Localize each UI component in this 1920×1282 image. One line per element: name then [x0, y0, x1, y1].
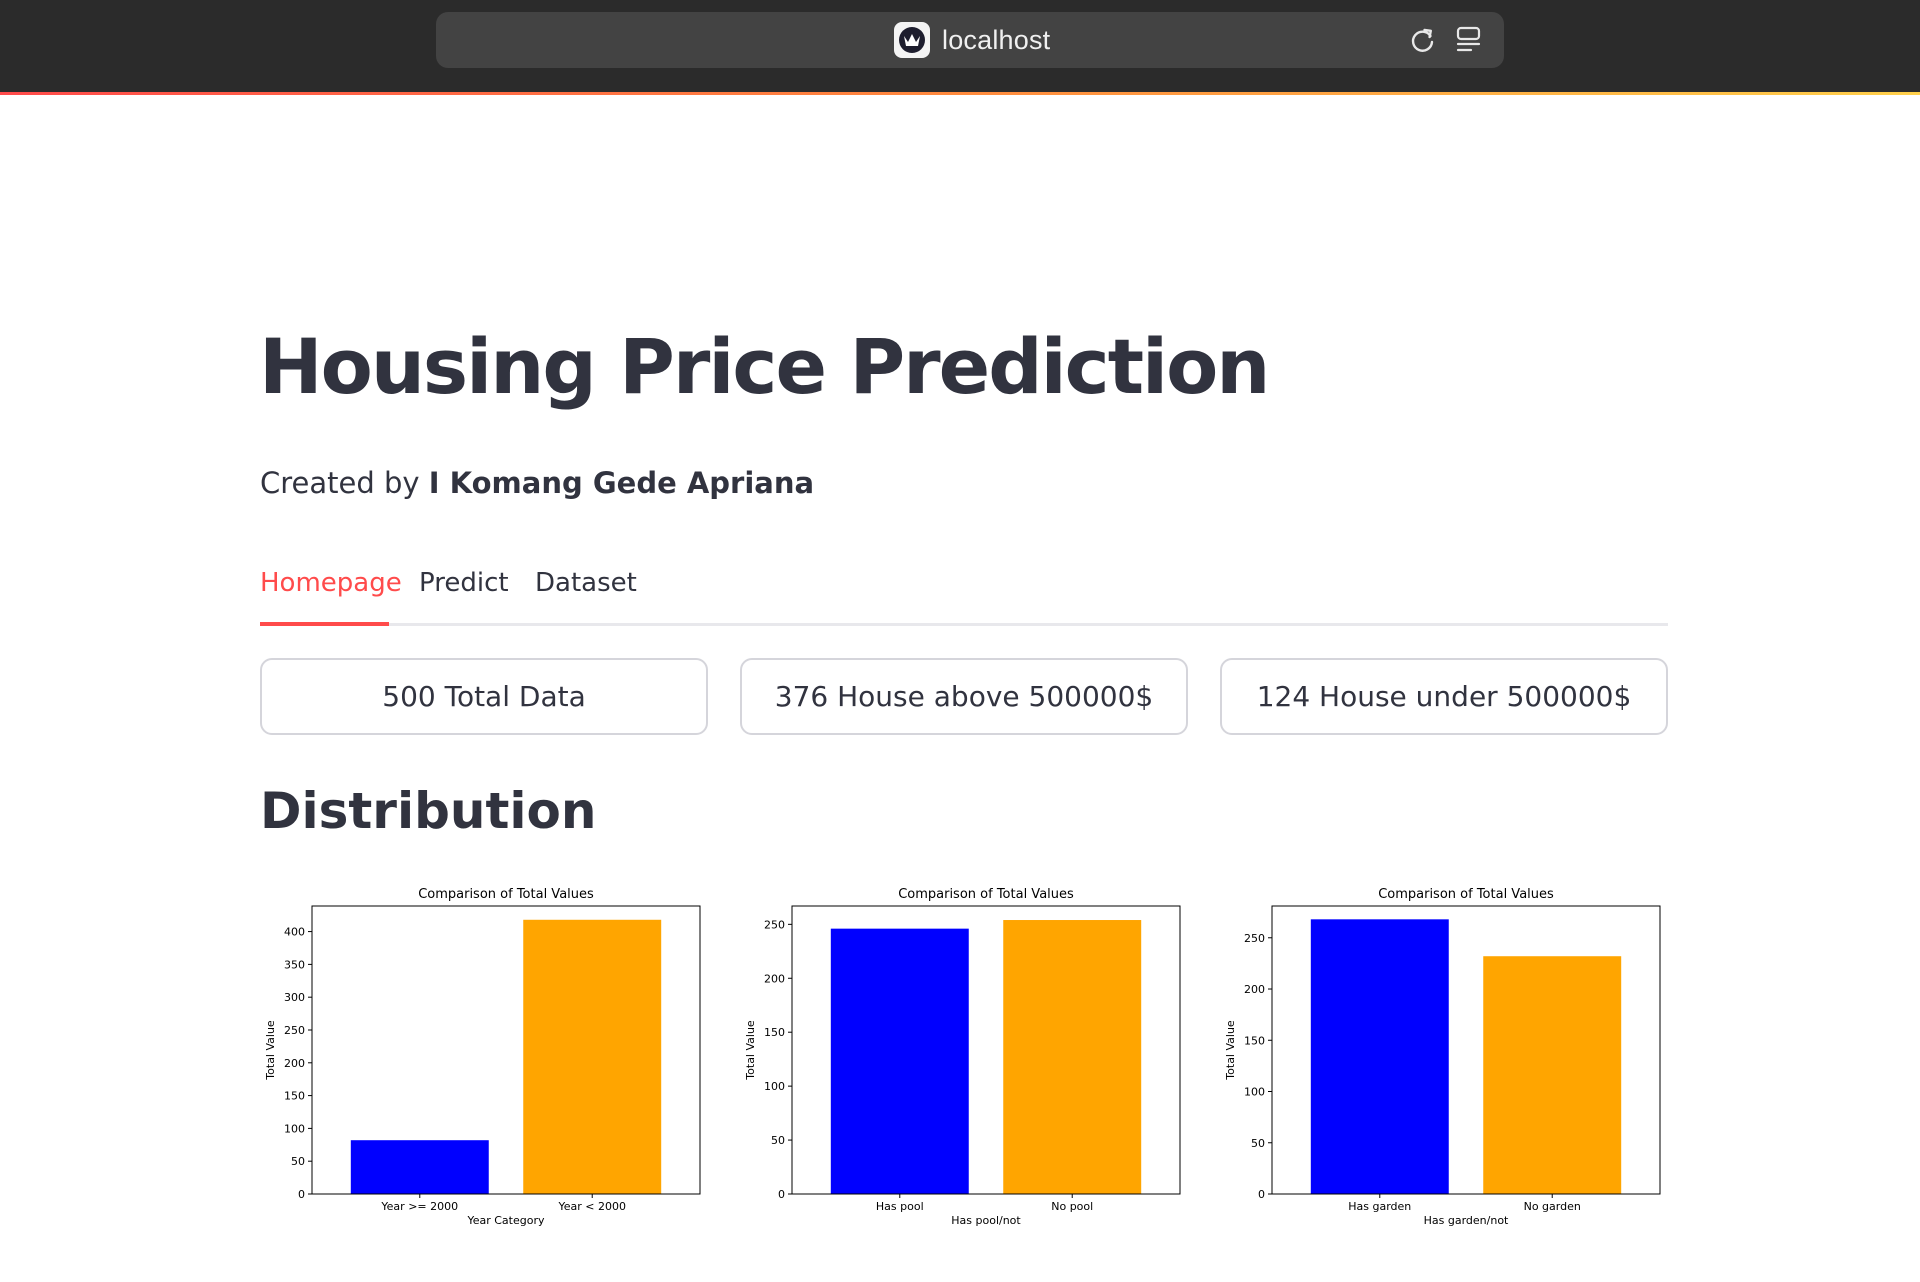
- browser-toolbar: localhost: [0, 0, 1920, 95]
- metric-under-500k: 124 House under 500000$: [1220, 658, 1668, 735]
- y-tick-label: 0: [1258, 1188, 1265, 1201]
- chart-title: Comparison of Total Values: [898, 887, 1074, 902]
- y-tick-label: 250: [1244, 932, 1265, 945]
- author-credit-prefix: Created by: [260, 466, 429, 500]
- streamlit-crown-icon: [894, 22, 930, 58]
- tab-homepage[interactable]: Homepage: [260, 568, 402, 598]
- y-tick-label: 200: [764, 972, 785, 985]
- chart-title: Comparison of Total Values: [1378, 887, 1554, 902]
- x-tick-label: No pool: [1051, 1200, 1093, 1213]
- reader-mode-icon[interactable]: [1454, 25, 1484, 59]
- author-name: I Komang Gede Apriana: [428, 466, 815, 500]
- y-tick-label: 200: [1244, 983, 1265, 996]
- metric-total-data: 500 Total Data: [260, 658, 708, 735]
- y-tick-label: 100: [1244, 1086, 1265, 1099]
- bar-0: [1310, 919, 1449, 1194]
- chart-pool: Comparison of Total Values Has pool No poo…: [744, 887, 1181, 1227]
- chart-title: Comparison of Total Values: [418, 887, 594, 902]
- y-tick-label: 350: [284, 958, 305, 971]
- tab-predict[interactable]: Predict: [419, 568, 509, 598]
- plot-frame: [791, 905, 1181, 1195]
- x-axis-label: Has pool/not: [951, 1214, 1021, 1227]
- y-tick-label: 150: [1244, 1034, 1265, 1047]
- bar-0: [350, 1140, 489, 1194]
- y-tick-label: 300: [284, 991, 305, 1004]
- chart-year-category: Comparison of Total Values Year >= 2000 Ye…: [264, 887, 701, 1227]
- plot-frame: [1271, 905, 1661, 1195]
- y-tick-label: 150: [284, 1090, 305, 1103]
- url-text: localhost: [942, 25, 1051, 55]
- x-tick-label: Has pool: [876, 1200, 924, 1213]
- bar-1: [1483, 956, 1622, 1194]
- y-tick-label: 250: [764, 918, 785, 931]
- y-tick-label: 100: [284, 1122, 305, 1135]
- x-tick-label: Year >= 2000: [380, 1200, 458, 1213]
- y-tick-label: 150: [764, 1026, 785, 1039]
- bar-1: [1003, 920, 1142, 1194]
- x-axis-label: Has garden/not: [1424, 1214, 1509, 1227]
- x-tick-label: Year < 2000: [557, 1200, 626, 1213]
- chart-garden: Comparison of Total Values Has garden No g…: [1224, 887, 1661, 1227]
- page-title: Housing Price Prediction: [259, 322, 1270, 411]
- y-tick-label: 0: [298, 1188, 305, 1201]
- reload-icon[interactable]: [1408, 26, 1438, 60]
- tab-bar: Homepage Predict Dataset: [260, 560, 1668, 626]
- y-tick-label: 400: [284, 926, 305, 939]
- tab-dataset[interactable]: Dataset: [535, 568, 637, 598]
- x-tick-label: No garden: [1524, 1200, 1581, 1213]
- y-axis-label: Total Value: [264, 1020, 277, 1081]
- y-axis-label: Total Value: [1224, 1020, 1237, 1081]
- y-tick-label: 200: [284, 1057, 305, 1070]
- y-tick-label: 0: [778, 1188, 785, 1201]
- address-bar[interactable]: localhost: [436, 12, 1504, 68]
- active-tab-indicator: [260, 622, 389, 626]
- y-tick-label: 50: [1251, 1137, 1265, 1150]
- y-tick-label: 50: [771, 1134, 785, 1147]
- x-axis-label: Year Category: [466, 1214, 545, 1227]
- y-tick-label: 50: [291, 1155, 305, 1168]
- tab-baseline: [260, 623, 1668, 626]
- y-tick-label: 250: [284, 1024, 305, 1037]
- y-tick-label: 100: [764, 1080, 785, 1093]
- bar-1: [523, 919, 662, 1194]
- author-credit: Created by I Komang Gede Apriana: [260, 466, 814, 500]
- metric-above-500k: 376 House above 500000$: [740, 658, 1188, 735]
- section-title: Distribution: [260, 782, 597, 840]
- x-tick-label: Has garden: [1348, 1200, 1411, 1213]
- y-axis-label: Total Value: [744, 1020, 757, 1081]
- bar-0: [830, 928, 969, 1194]
- plot-frame: [311, 905, 701, 1195]
- page-accent-line: [0, 92, 1920, 95]
